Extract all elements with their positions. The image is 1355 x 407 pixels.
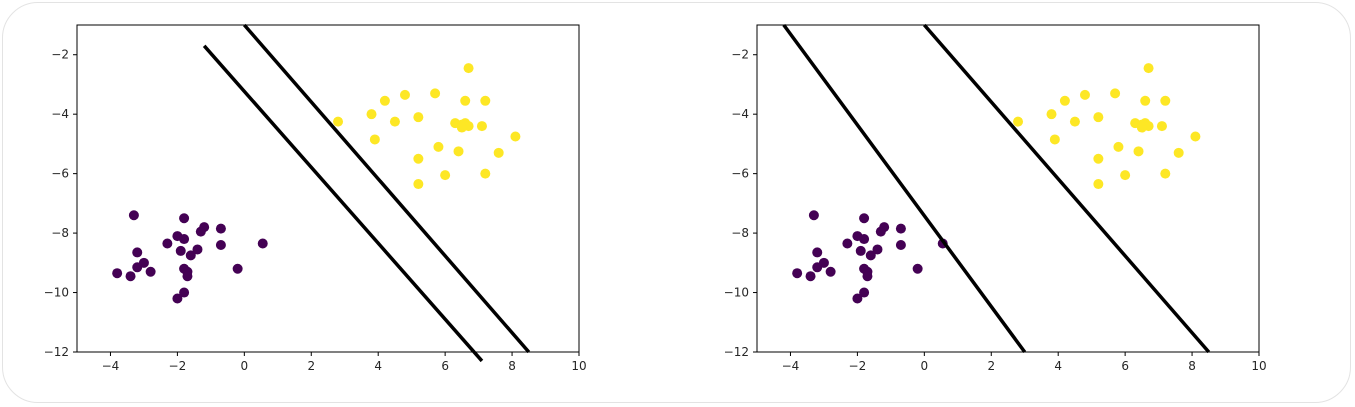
point-left-s0-6 [179,234,190,245]
point-left-s1-7 [389,116,400,127]
point-left-s0-22 [182,271,193,282]
point-left-s1-14 [369,134,380,145]
y-tick-label-left-4: −10 [44,286,69,300]
point-left-s0-3 [215,223,226,234]
point-left-s0-0 [128,210,139,221]
point-left-s1-19 [413,153,424,164]
point-left-s0-10 [192,244,203,255]
point-left-s1-24 [456,122,467,133]
point-left-s1-4 [460,95,471,106]
point-left-s1-13 [476,121,487,132]
point-left-s0-9 [257,238,268,249]
boundary-line-left-1 [243,23,531,354]
point-left-s1-8 [413,112,424,123]
y-tick-label-left-5: −12 [44,345,69,359]
x-tick-label-left-4: 4 [374,359,382,373]
point-left-s0-8 [215,239,226,250]
y-tick-label-left-3: −8 [51,226,69,240]
point-left-s0-4 [195,226,206,237]
point-left-s1-3 [430,88,441,99]
point-left-s1-18 [493,147,504,158]
x-tick-label-left-0: −4 [102,359,120,373]
point-left-s1-6 [366,109,377,120]
point-left-s1-21 [480,168,491,179]
x-tick-label-left-7: 10 [571,359,586,373]
point-left-s1-22 [413,179,424,190]
axes-frame-left [76,24,580,353]
point-left-s0-23 [179,287,190,298]
plot-area-left [112,63,521,304]
x-tick-label-left-1: −2 [169,359,187,373]
boundary-line-left-0 [202,44,484,363]
point-left-s0-24 [172,293,183,304]
point-left-s1-0 [463,63,474,74]
point-left-s0-11 [175,245,186,256]
y-tick-label-left-0: −2 [51,48,69,62]
x-tick-label-left-6: 8 [508,359,516,373]
y-tick-label-left-1: −4 [51,107,69,121]
point-left-s1-2 [399,89,410,100]
point-left-s0-13 [185,250,196,261]
point-left-s1-1 [379,95,390,106]
x-tick-label-left-3: 2 [307,359,315,373]
point-left-s1-16 [433,141,444,152]
point-left-s0-16 [145,266,156,277]
point-left-s0-15 [132,262,143,273]
point-left-s1-17 [453,146,464,157]
y-tick-label-left-2: −6 [51,167,69,181]
point-left-s0-1 [179,213,190,224]
point-left-s1-9 [333,116,344,127]
x-tick-label-left-5: 6 [441,359,449,373]
point-left-s0-7 [162,238,173,249]
point-left-s0-18 [232,263,243,274]
x-tick-label-left-2: 0 [241,359,249,373]
point-left-s1-15 [510,131,521,142]
point-left-s1-5 [480,95,491,106]
point-left-s0-20 [125,271,136,282]
point-left-s0-12 [132,247,143,258]
point-left-s1-20 [440,170,451,181]
point-left-s0-19 [112,268,123,279]
